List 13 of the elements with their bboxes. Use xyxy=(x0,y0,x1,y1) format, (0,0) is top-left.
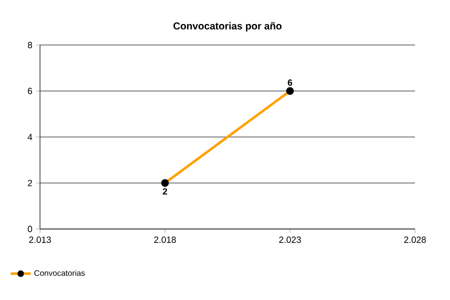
y-tick-label: 6 xyxy=(28,88,32,94)
x-tick-label: 2.023 xyxy=(279,236,301,243)
y-tick-label: 8 xyxy=(28,42,32,48)
chart-title: Convocatorias por año xyxy=(173,22,282,32)
data-label: 2 xyxy=(162,188,168,195)
y-tick-label: 4 xyxy=(28,134,32,140)
y-tick-label: 2 xyxy=(28,180,32,186)
x-tick-label: 2.018 xyxy=(154,236,176,243)
data-label: 6 xyxy=(288,79,292,86)
legend-label: Convocatorias xyxy=(34,270,85,276)
x-tick-label: 2.028 xyxy=(404,236,426,243)
x-tick-label: 2.013 xyxy=(29,236,51,243)
y-tick-label: 0 xyxy=(28,226,32,232)
